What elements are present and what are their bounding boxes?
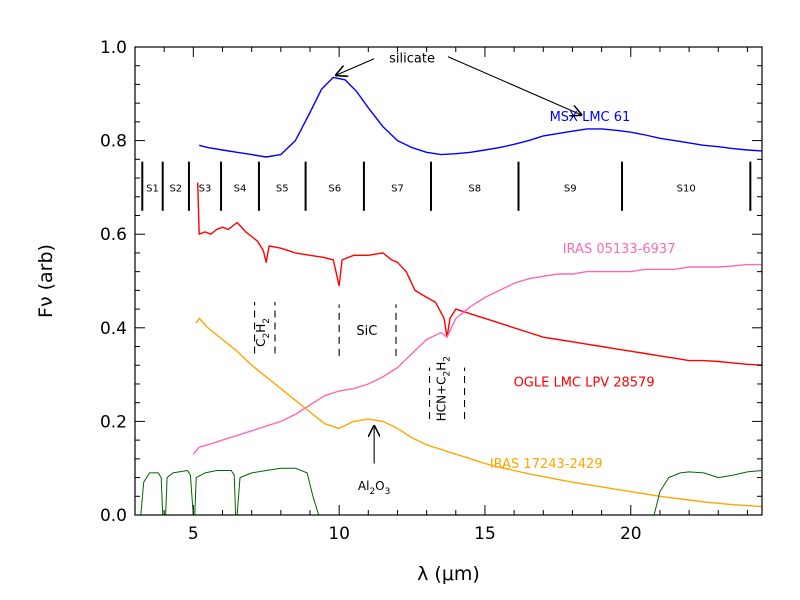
x-tick-label: 20 <box>620 524 642 544</box>
hcn-label: HCN+C2H2 <box>435 356 453 421</box>
plot-frame <box>134 46 763 516</box>
c2h2-label: C2H2 <box>254 318 272 347</box>
silicate-label: silicate <box>389 52 435 67</box>
segment-label: S3 <box>199 183 212 194</box>
segment-label: S8 <box>468 183 481 194</box>
x-tick-label: 10 <box>328 524 350 544</box>
segment-label: S9 <box>564 183 577 194</box>
axes: 5 10 15 20 0.0 0.2 0.4 0.6 0.8 1.0 λ (μm) Fν (arb) <box>35 38 763 585</box>
y-tick-label: 1.0 <box>100 38 127 58</box>
y-tick-label: 0.4 <box>100 319 127 339</box>
x-axis-title: λ (μm) <box>417 563 480 585</box>
segment-label: S6 <box>328 183 341 194</box>
series-label: IRAS 05133-6937 <box>563 242 676 257</box>
series-iras-05133-6937-line <box>192 263 762 455</box>
y-tick-label: 0.0 <box>100 506 127 526</box>
x-tick-label: 15 <box>474 524 496 544</box>
segment-label: S5 <box>276 183 289 194</box>
series-group: MSX LMC 61 IRAS 05133-6937 OGLE LMC LPV 28… <box>135 76 763 516</box>
al2o3-label: Al2O3 <box>358 479 390 497</box>
segment-markers: S1 S2 S3 S4 S5 S6 S7 S8 S9 S10 <box>141 161 752 211</box>
segment-label: S10 <box>677 183 696 194</box>
silicate-arrow-right <box>447 56 581 115</box>
series-label: MSX LMC 61 <box>550 110 631 125</box>
annotations: silicate Al2O3 SiC C2H2 HCN+C2H2 <box>254 52 581 497</box>
segment-label: S2 <box>169 183 182 194</box>
series-label: OGLE LMC LPV 28579 <box>514 375 655 390</box>
series-msx-lmc-61-line <box>199 76 763 158</box>
series-label: IRAS 17243-2429 <box>490 457 603 472</box>
y-tick-label: 0.2 <box>100 412 127 432</box>
x-tick-label: 5 <box>188 524 199 544</box>
y-axis-title: Fν (arb) <box>35 244 57 318</box>
y-tick-label: 0.6 <box>100 225 127 245</box>
silicate-arrow-left <box>336 58 375 75</box>
segment-label: S4 <box>234 183 247 194</box>
sic-label: SiC <box>356 324 377 339</box>
y-tick-label: 0.8 <box>100 132 127 152</box>
series-iras-17243-2429-line <box>195 317 763 508</box>
series-filter-transmission-line <box>135 467 763 516</box>
segment-label: S1 <box>146 183 159 194</box>
segment-label: S7 <box>391 183 404 194</box>
series-ogle-lmc-lpv-28579-line <box>197 182 763 366</box>
